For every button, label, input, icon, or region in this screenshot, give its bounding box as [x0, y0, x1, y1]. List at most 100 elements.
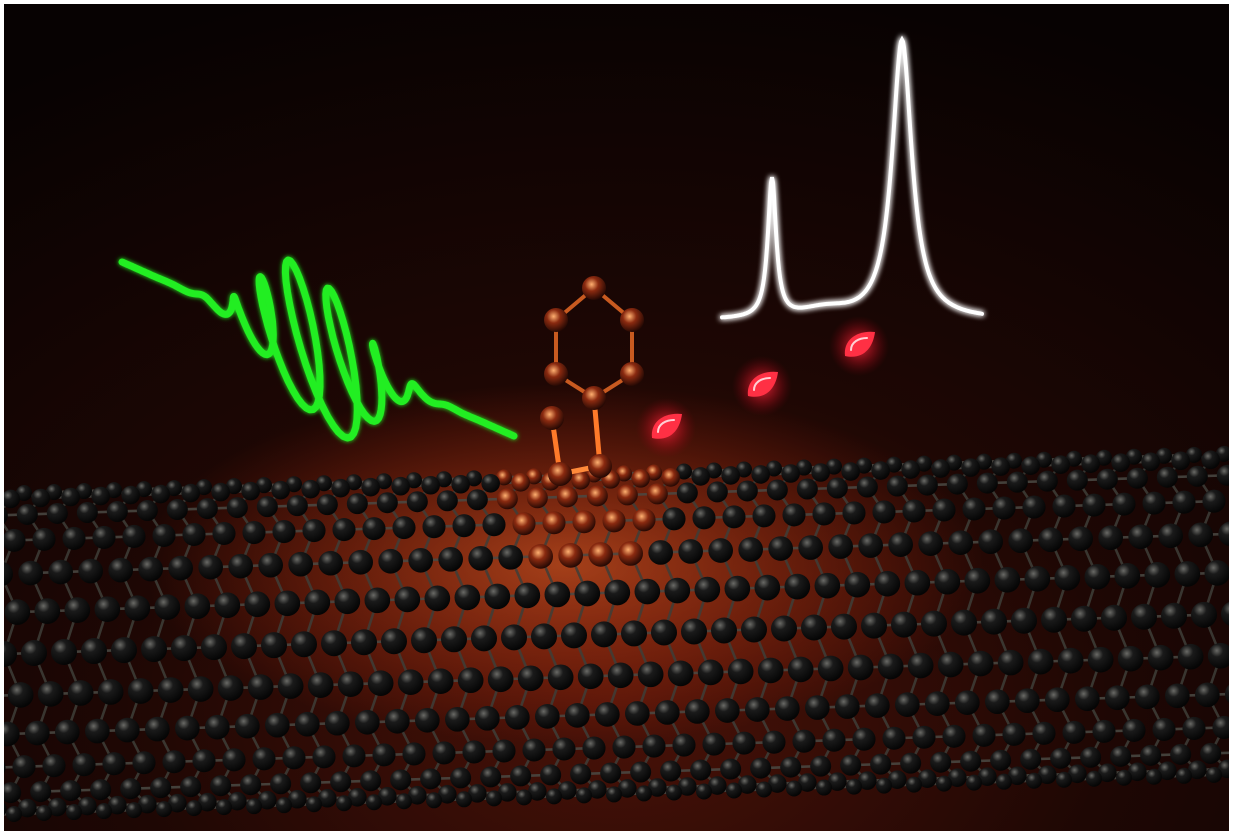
carbon-atom [300, 772, 322, 794]
carbon-atom [1165, 683, 1190, 709]
carbon-atom [501, 624, 527, 651]
carbon-atom [408, 786, 427, 805]
carbon-atom [886, 475, 908, 497]
carbon-atom [258, 790, 277, 810]
carbon-atom [535, 704, 560, 729]
carbon-atom [67, 680, 94, 706]
carbon-atom [768, 774, 787, 793]
carbon-atom [18, 798, 37, 818]
carbon-atom [346, 493, 368, 515]
carbon-atom [736, 461, 752, 478]
carbon-atom [1051, 455, 1070, 474]
carbon-atom [1170, 743, 1192, 765]
molecule-atom [544, 362, 568, 386]
carbon-atom [4, 641, 17, 667]
carbon-atom [1207, 642, 1229, 669]
carbon-atom [1098, 525, 1123, 551]
carbon-atom [288, 551, 313, 577]
carbon-atom [516, 789, 532, 806]
carbon-atom [685, 699, 710, 724]
carbon-atom [1117, 645, 1144, 672]
carbon-atom [512, 512, 536, 536]
carbon-atom [6, 806, 22, 822]
carbon-atom [286, 495, 308, 517]
carbon-atom [55, 719, 80, 745]
carbon-atom [4, 761, 6, 774]
carbon-atom [591, 621, 617, 648]
carbon-atom [526, 487, 548, 509]
carbon-atom [1206, 766, 1222, 783]
carbon-atom [1195, 682, 1220, 708]
molecule-atom [620, 362, 644, 386]
carbon-atom [1204, 560, 1229, 586]
carbon-atom [907, 652, 934, 679]
carbon-atom [246, 798, 262, 815]
carbon-atom [691, 467, 710, 486]
carbon-atom [871, 461, 890, 480]
carbon-atom [595, 702, 620, 727]
carbon-atom [441, 626, 467, 653]
carbon-atom [475, 705, 500, 731]
carbon-atom [810, 755, 832, 777]
carbon-atom [660, 760, 682, 782]
carbon-atom [378, 548, 403, 574]
carbon-atom [85, 718, 110, 744]
carbon-atom [558, 543, 583, 568]
carbon-atom [376, 492, 398, 514]
carbon-atom [72, 753, 96, 777]
carbon-atom [720, 758, 742, 780]
carbon-atom [152, 523, 176, 548]
carbon-atom [792, 729, 816, 753]
carbon-atom [856, 476, 878, 498]
laser-pulse-wave [118, 256, 518, 442]
carbon-atom [364, 587, 391, 614]
carbon-atom [138, 556, 163, 582]
carbon-atom [906, 776, 922, 793]
carbon-atom [904, 569, 931, 596]
carbon-atom [212, 521, 236, 546]
carbon-atom [522, 738, 546, 762]
carbon-atom [996, 773, 1012, 790]
carbon-atom [1221, 601, 1229, 626]
carbon-atom [1052, 494, 1076, 518]
carbon-atom [424, 585, 451, 612]
carbon-atom [1186, 446, 1202, 463]
carbon-atom [781, 464, 800, 483]
carbon-atom [1054, 564, 1081, 591]
carbon-atom [826, 477, 848, 499]
spectrum-curve-icon [720, 35, 984, 320]
carbon-atom [1027, 648, 1054, 675]
photon-highlight [753, 377, 771, 391]
carbon-atom [960, 750, 982, 772]
carbon-atom [184, 593, 211, 620]
carbon-atom [4, 721, 20, 747]
carbon-atom [274, 590, 301, 617]
carbon-atom [180, 776, 202, 798]
carbon-atom [606, 786, 622, 803]
carbon-atom [46, 502, 68, 524]
carbon-atom [270, 773, 292, 795]
carbon-atom [708, 776, 727, 795]
carbon-atom [847, 654, 874, 681]
carbon-atom [1006, 471, 1028, 493]
emitted-photon [829, 316, 889, 376]
carbon-atom [771, 615, 797, 642]
carbon-atom [1080, 746, 1102, 768]
carbon-atom [600, 762, 622, 784]
carbon-atom [570, 763, 592, 785]
carbon-atom [721, 466, 740, 485]
carbon-atom [831, 613, 857, 640]
carbon-atom [856, 457, 872, 474]
carbon-atom [782, 503, 806, 527]
carbon-atom [918, 769, 937, 788]
carbon-atom [181, 483, 200, 503]
carbon-atom [726, 782, 742, 799]
carbon-atom [900, 752, 922, 774]
carbon-atom [715, 698, 740, 723]
carbon-atom [420, 768, 442, 790]
carbon-atom [1156, 466, 1178, 488]
carbon-atom [481, 473, 500, 493]
carbon-atom [216, 799, 232, 816]
carbon-atom [372, 743, 396, 767]
emitted-photons [636, 316, 889, 458]
